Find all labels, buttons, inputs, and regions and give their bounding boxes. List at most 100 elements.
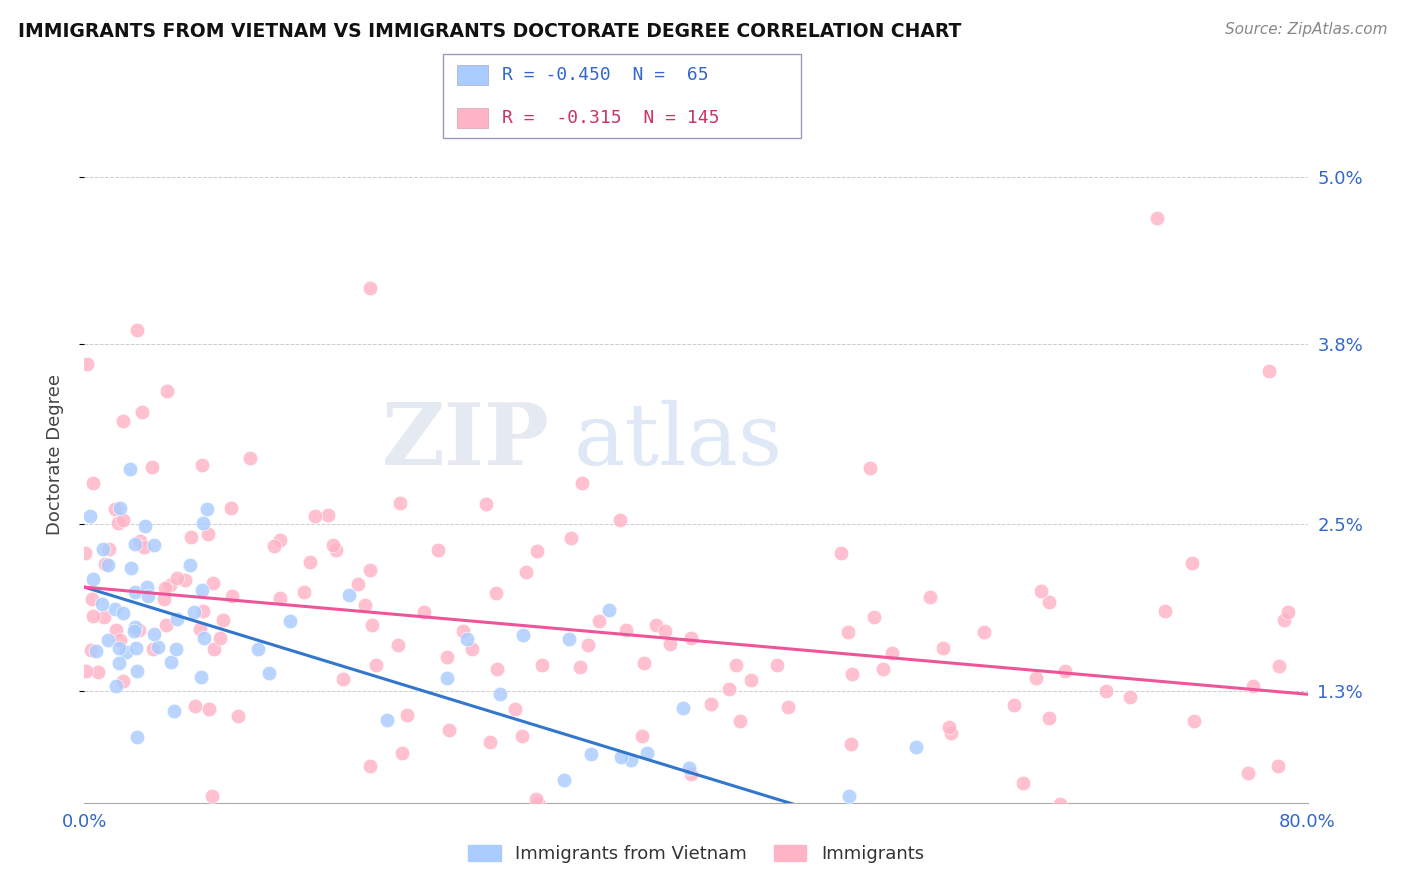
Immigrants <box>862 610 884 624</box>
Immigrants from Vietnam <box>377 713 399 727</box>
Immigrants <box>325 542 347 557</box>
Immigrants from Vietnam <box>671 701 693 715</box>
Immigrants from Vietnam <box>558 632 581 646</box>
Immigrants <box>766 658 789 673</box>
Immigrants <box>526 544 548 558</box>
Immigrants <box>1049 821 1071 835</box>
Immigrants <box>451 624 474 639</box>
Immigrants <box>166 571 188 585</box>
Immigrants <box>128 623 150 637</box>
Immigrants <box>1267 759 1289 773</box>
Immigrants from Vietnam <box>114 645 136 659</box>
Immigrants <box>571 476 593 491</box>
Immigrants <box>269 591 291 605</box>
Immigrants <box>82 608 104 623</box>
Immigrants from Vietnam <box>610 749 633 764</box>
Immigrants <box>359 563 381 577</box>
Immigrants from Vietnam <box>257 666 280 681</box>
Immigrants <box>155 617 177 632</box>
Immigrants <box>1053 664 1076 678</box>
Immigrants from Vietnam <box>111 607 134 621</box>
Immigrants <box>1031 584 1053 599</box>
Immigrants <box>560 531 582 545</box>
Immigrants from Vietnam <box>195 501 218 516</box>
Immigrants <box>1025 671 1047 685</box>
Immigrants <box>73 545 96 559</box>
Immigrants from Vietnam <box>579 747 602 761</box>
Immigrants <box>918 590 941 604</box>
Immigrants <box>354 598 377 612</box>
Immigrants <box>156 384 179 399</box>
Immigrants <box>131 405 153 419</box>
Legend: Immigrants from Vietnam, Immigrants: Immigrants from Vietnam, Immigrants <box>461 838 931 871</box>
Immigrants <box>212 614 235 628</box>
Immigrants from Vietnam <box>125 730 148 744</box>
Immigrants <box>1277 605 1299 619</box>
Immigrants <box>725 658 748 673</box>
Immigrants <box>1049 797 1071 811</box>
Immigrants <box>1146 211 1168 226</box>
Immigrants <box>239 450 262 465</box>
Immigrants <box>1199 858 1222 872</box>
Immigrants from Vietnam <box>730 832 752 847</box>
Immigrants <box>153 592 176 607</box>
Immigrants <box>830 546 852 560</box>
Immigrants from Vietnam <box>97 558 120 573</box>
Immigrants <box>388 495 411 509</box>
Immigrants from Vietnam <box>436 671 458 685</box>
Immigrants <box>631 729 654 743</box>
Immigrants <box>202 642 225 657</box>
Immigrants from Vietnam <box>278 615 301 629</box>
Immigrants from Vietnam <box>108 500 131 515</box>
Immigrants <box>569 659 592 673</box>
Immigrants <box>292 585 315 599</box>
Immigrants <box>633 656 655 670</box>
Immigrants from Vietnam <box>160 656 183 670</box>
Immigrants from Vietnam <box>124 536 146 550</box>
Immigrants <box>841 666 863 681</box>
Immigrants from Vietnam <box>104 601 127 615</box>
Immigrants <box>654 624 676 638</box>
Immigrants from Vietnam <box>124 585 146 599</box>
Immigrants <box>112 513 135 527</box>
Immigrants from Vietnam <box>136 589 159 603</box>
Immigrants from Vietnam <box>165 642 187 657</box>
Immigrants from Vietnam <box>118 462 141 476</box>
Immigrants <box>208 631 231 645</box>
Immigrants from Vietnam <box>193 631 215 645</box>
Immigrants <box>436 650 458 665</box>
Immigrants <box>644 618 666 632</box>
Immigrants <box>1119 690 1142 705</box>
Immigrants from Vietnam <box>143 538 166 552</box>
Immigrants <box>87 665 110 680</box>
Immigrants <box>938 720 960 734</box>
Immigrants <box>80 643 103 657</box>
Y-axis label: Doctorate Degree: Doctorate Degree <box>45 375 63 535</box>
Immigrants <box>76 357 98 371</box>
Immigrants <box>526 792 548 806</box>
Immigrants <box>112 674 135 689</box>
Immigrants <box>226 709 249 723</box>
Immigrants <box>197 527 219 541</box>
Immigrants from Vietnam <box>107 640 129 655</box>
Immigrants <box>872 662 894 676</box>
Text: R = -0.450  N =  65: R = -0.450 N = 65 <box>502 66 709 84</box>
Immigrants <box>391 747 413 761</box>
Immigrants from Vietnam <box>97 632 120 647</box>
Immigrants from Vietnam <box>91 542 114 557</box>
Immigrants from Vietnam <box>142 627 165 641</box>
Immigrants <box>515 565 537 579</box>
Immigrants <box>614 624 637 638</box>
Immigrants <box>941 726 963 740</box>
Immigrants <box>304 509 326 524</box>
Immigrants from Vietnam <box>337 588 360 602</box>
Immigrants <box>679 631 702 645</box>
Immigrants from Vietnam <box>163 704 186 718</box>
Immigrants <box>346 576 368 591</box>
Immigrants <box>108 632 131 647</box>
Immigrants <box>112 414 135 428</box>
Immigrants <box>188 622 211 636</box>
Immigrants <box>973 625 995 640</box>
Immigrants <box>839 737 862 751</box>
Immigrants from Vietnam <box>191 516 214 531</box>
